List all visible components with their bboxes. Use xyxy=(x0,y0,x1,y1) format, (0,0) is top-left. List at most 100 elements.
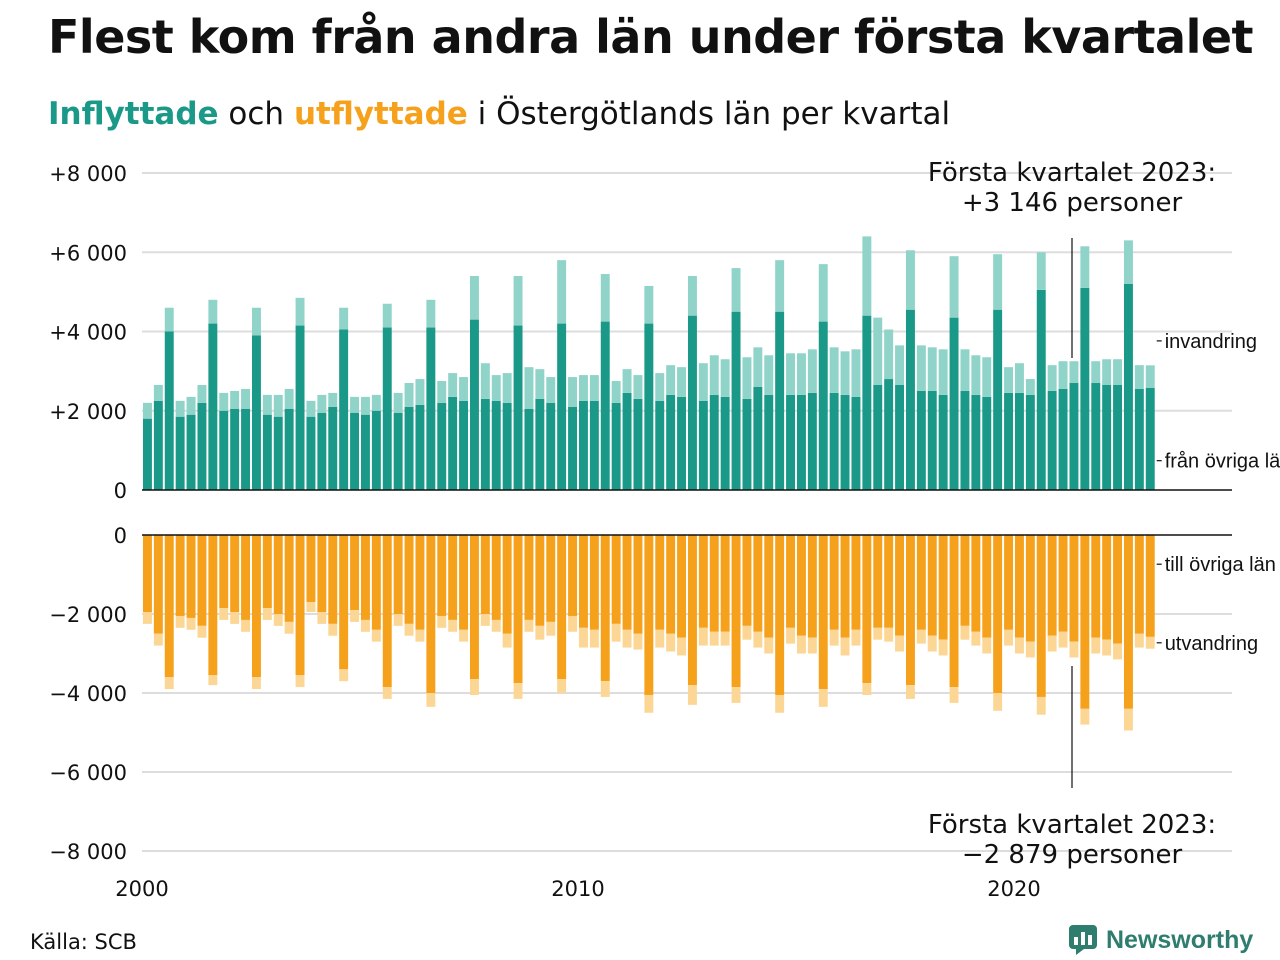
bar-fran-ovriga-lan xyxy=(404,406,414,490)
bar-fran-ovriga-lan xyxy=(807,392,817,490)
bar-fran-ovriga-lan xyxy=(873,384,883,490)
y-tick-label-bottom: −2 000 xyxy=(49,603,127,627)
bar-invandring xyxy=(655,373,665,401)
bar-utvandring xyxy=(360,619,370,632)
bar-invandring xyxy=(949,256,959,318)
bar-fran-ovriga-lan xyxy=(142,418,152,490)
bar-utvandring xyxy=(546,621,556,636)
bar-till-ovriga-lan xyxy=(480,535,490,614)
bar-fran-ovriga-lan xyxy=(993,309,1003,490)
bar-invandring xyxy=(448,373,458,397)
bar-invandring xyxy=(807,349,817,393)
bar-till-ovriga-lan xyxy=(1145,535,1155,637)
bar-invandring xyxy=(1113,359,1123,385)
bar-till-ovriga-lan xyxy=(698,535,708,628)
bar-till-ovriga-lan xyxy=(1036,535,1046,697)
bar-utvandring xyxy=(469,679,479,695)
bar-invandring xyxy=(415,379,425,405)
y-tick-label-bottom: −6 000 xyxy=(49,761,127,785)
bar-invandring xyxy=(709,355,719,395)
y-tick-label-top: +6 000 xyxy=(49,241,127,265)
bar-fran-ovriga-lan xyxy=(786,394,796,490)
bar-fran-ovriga-lan xyxy=(1004,392,1014,490)
bar-utvandring xyxy=(513,683,523,699)
bar-fran-ovriga-lan xyxy=(1014,392,1024,490)
bar-invandring xyxy=(557,260,567,324)
bar-till-ovriga-lan xyxy=(895,535,905,636)
bar-utvandring xyxy=(339,669,349,682)
bar-invandring xyxy=(1080,246,1090,288)
bar-invandring xyxy=(589,375,599,401)
bar-utvandring xyxy=(306,602,316,613)
bar-chart-speech-bubble-icon xyxy=(1069,925,1097,955)
bar-utvandring xyxy=(677,637,687,656)
bar-fran-ovriga-lan xyxy=(208,323,218,490)
bar-utvandring xyxy=(786,627,796,644)
bar-invandring xyxy=(644,285,654,324)
bar-till-ovriga-lan xyxy=(219,535,229,609)
bar-till-ovriga-lan xyxy=(971,535,981,632)
bar-invandring xyxy=(251,307,261,336)
bar-utvandring xyxy=(186,617,196,630)
bar-fran-ovriga-lan xyxy=(317,412,327,490)
bar-invandring xyxy=(535,369,545,399)
bar-till-ovriga-lan xyxy=(448,535,458,620)
bar-invandring xyxy=(600,274,610,322)
logo-text: Newsworthy xyxy=(1106,925,1254,954)
bar-invandring xyxy=(404,383,414,407)
bar-utvandring xyxy=(557,679,567,693)
bar-till-ovriga-lan xyxy=(142,535,152,613)
bar-till-ovriga-lan xyxy=(862,535,872,684)
bar-invandring xyxy=(982,357,992,397)
bar-till-ovriga-lan xyxy=(655,535,665,630)
bar-till-ovriga-lan xyxy=(317,535,327,613)
bar-invandring xyxy=(1047,365,1057,391)
bar-fran-ovriga-lan xyxy=(480,398,490,490)
bar-utvandring xyxy=(949,687,959,703)
bar-invandring xyxy=(611,381,621,403)
bar-invandring xyxy=(742,357,752,399)
bar-utvandring xyxy=(993,693,1003,711)
bar-till-ovriga-lan xyxy=(164,535,174,678)
bar-invandring xyxy=(546,377,556,403)
bar-utvandring xyxy=(600,681,610,697)
bar-till-ovriga-lan xyxy=(339,535,349,670)
bar-till-ovriga-lan xyxy=(687,535,697,686)
bar-till-ovriga-lan xyxy=(589,535,599,630)
y-ticks-top: +8 000 +6 000 +4 000 +2 000 0 xyxy=(49,162,127,503)
y-tick-label-bottom: −4 000 xyxy=(49,682,127,706)
bar-fran-ovriga-lan xyxy=(350,412,360,490)
bar-fran-ovriga-lan xyxy=(273,416,283,490)
label-fran-ovriga-lan: från övriga län xyxy=(1165,451,1280,473)
bar-fran-ovriga-lan xyxy=(589,400,599,490)
bar-till-ovriga-lan xyxy=(982,535,992,638)
bar-invandring xyxy=(208,299,218,324)
annotation-top-line2: +3 146 personer xyxy=(962,188,1183,218)
bar-invandring xyxy=(328,392,338,407)
bar-utvandring xyxy=(1080,708,1090,725)
bar-invandring xyxy=(1058,361,1068,389)
bar-utvandring xyxy=(371,629,381,642)
bar-till-ovriga-lan xyxy=(230,535,240,613)
subtitle-connector: och xyxy=(218,96,294,132)
bar-invandring xyxy=(895,345,905,385)
bar-utvandring xyxy=(1047,635,1057,652)
bar-till-ovriga-lan xyxy=(1025,535,1035,642)
bar-fran-ovriga-lan xyxy=(164,331,174,490)
bar-fran-ovriga-lan xyxy=(655,400,665,490)
bar-utvandring xyxy=(1069,641,1079,658)
bar-till-ovriga-lan xyxy=(153,535,163,634)
annotation-bottom-line2: −2 879 personer xyxy=(962,840,1183,870)
bar-fran-ovriga-lan xyxy=(448,396,458,490)
bar-invandring xyxy=(884,329,894,380)
bar-till-ovriga-lan xyxy=(666,535,676,634)
bar-invandring xyxy=(142,402,152,419)
bar-fran-ovriga-lan xyxy=(557,323,567,490)
bar-fran-ovriga-lan xyxy=(371,410,381,490)
bar-till-ovriga-lan xyxy=(513,535,523,684)
bar-invandring xyxy=(393,392,403,413)
bar-invandring xyxy=(502,373,512,403)
bar-invandring xyxy=(993,254,1003,310)
annotation-top-line1: Första kvartalet 2023: xyxy=(928,158,1216,188)
